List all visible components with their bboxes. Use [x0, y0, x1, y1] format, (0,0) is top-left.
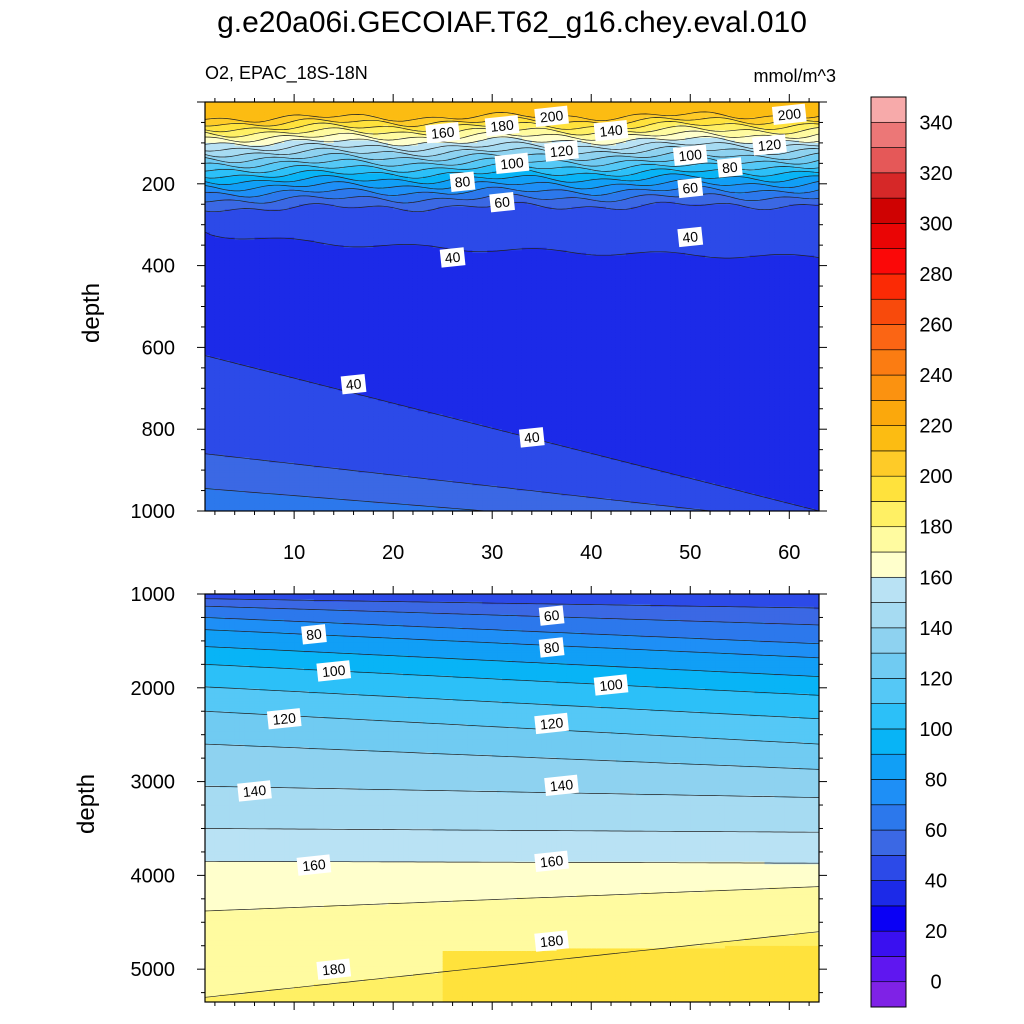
- figure-canvas: 10 20 30 40 50 602004006008001000100020003000…: [0, 0, 1024, 1024]
